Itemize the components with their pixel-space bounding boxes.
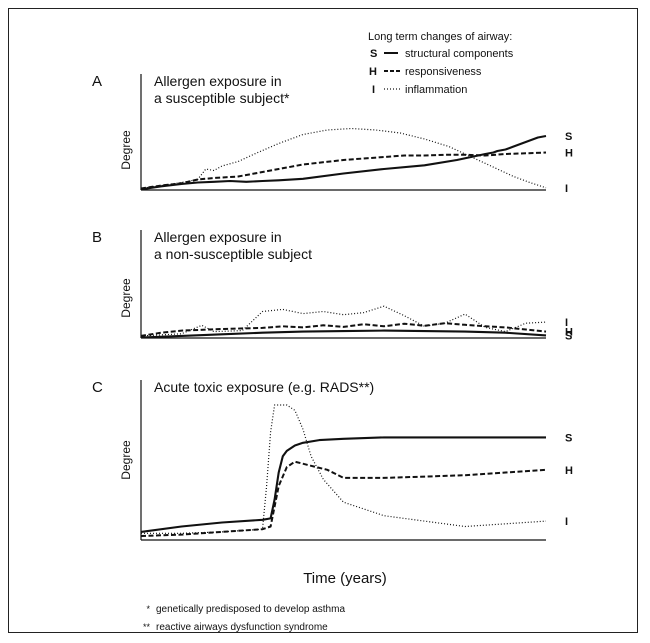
y-axis-label: Degree [119, 278, 133, 318]
panel-title: Acute toxic exposure (e.g. RADS**) [154, 379, 374, 395]
panel-a: A Allergen exposure ina susceptible subje… [92, 73, 573, 195]
legend-entry-h: H responsiveness [369, 66, 482, 78]
panel-title: Allergen exposure in [154, 73, 282, 89]
series-end-label-h: H [565, 465, 573, 477]
series-end-label-i: I [565, 516, 568, 528]
footnote-text-2: reactive airways dysfunction syndrome [156, 622, 328, 633]
series-line-s [140, 134, 547, 191]
x-axis-label: Time (years) [303, 570, 387, 587]
series-end-label-i: I [565, 317, 568, 329]
legend-title: Long term changes of airway: [368, 31, 512, 43]
legend-label-i: inflammation [405, 84, 467, 96]
legend-label-h: responsiveness [405, 66, 482, 78]
footnote-text-1: genetically predisposed to develop asthm… [156, 604, 345, 615]
legend: Long term changes of airway: S structura… [368, 31, 514, 96]
series-end-label-s: S [565, 131, 572, 143]
legend-letter-s: S [370, 48, 377, 60]
series-end-label-i: I [565, 183, 568, 195]
series-line-i [141, 404, 547, 534]
panel-letter: C [92, 379, 103, 396]
panel-letter: A [92, 73, 102, 90]
y-axis-label: Degree [119, 440, 133, 480]
panel-title: a non-susceptible subject [154, 246, 312, 262]
panel-title: a susceptible subject* [154, 90, 290, 106]
series-line-h [140, 460, 547, 537]
series-line-i [140, 127, 547, 190]
series-line-h [140, 322, 547, 337]
footnote-mark-1: * [146, 604, 150, 614]
figure-frame [8, 8, 638, 633]
panel-letter: B [92, 229, 102, 246]
panel-b: B Allergen exposure ina non-susceptible s… [92, 229, 573, 342]
series-end-label-h: H [565, 327, 573, 339]
footnotes: * genetically predisposed to develop ast… [143, 604, 345, 633]
legend-letter-h: H [369, 66, 377, 78]
legend-entry-i: I inflammation [372, 84, 467, 96]
series-end-label-s: S [565, 432, 572, 444]
legend-letter-i: I [372, 84, 375, 96]
legend-entry-s: S structural components [370, 48, 514, 60]
y-axis-label: Degree [119, 130, 133, 170]
panel-title: Allergen exposure in [154, 229, 282, 245]
series-end-label-s: S [565, 330, 572, 342]
legend-label-s: structural components [405, 48, 514, 60]
panel-c: C Acute toxic exposure (e.g. RADS**) Degre… [92, 379, 573, 541]
series-line-s [140, 436, 546, 533]
panels: A Allergen exposure ina susceptible subje… [92, 73, 573, 541]
footnote-mark-2: ** [143, 622, 151, 632]
series-line-s [140, 329, 547, 339]
series-end-label-h: H [565, 148, 573, 160]
